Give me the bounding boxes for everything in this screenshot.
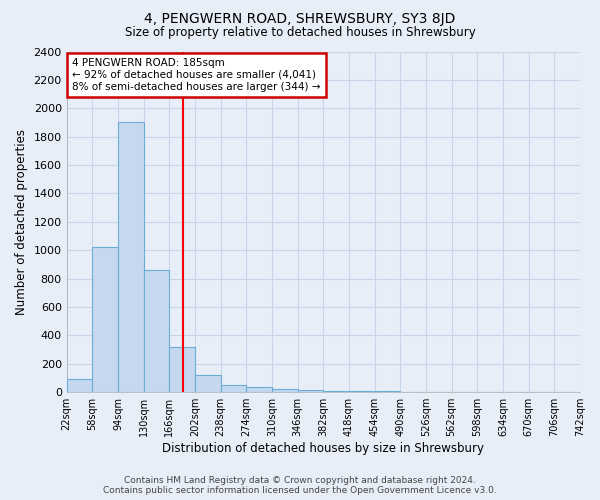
X-axis label: Distribution of detached houses by size in Shrewsbury: Distribution of detached houses by size … — [163, 442, 484, 455]
Text: Contains HM Land Registry data © Crown copyright and database right 2024.
Contai: Contains HM Land Registry data © Crown c… — [103, 476, 497, 495]
Bar — [92, 248, 118, 392]
Bar — [221, 385, 247, 392]
Bar — [323, 391, 349, 392]
Bar — [143, 270, 169, 392]
Text: Size of property relative to detached houses in Shrewsbury: Size of property relative to detached ho… — [125, 26, 475, 39]
Text: 4, PENGWERN ROAD, SHREWSBURY, SY3 8JD: 4, PENGWERN ROAD, SHREWSBURY, SY3 8JD — [145, 12, 455, 26]
Bar — [195, 375, 221, 392]
Bar — [118, 122, 143, 392]
Bar — [67, 380, 92, 392]
Bar — [349, 391, 374, 392]
Bar — [169, 347, 195, 392]
Bar — [272, 390, 298, 392]
Text: 4 PENGWERN ROAD: 185sqm
← 92% of detached houses are smaller (4,041)
8% of semi-: 4 PENGWERN ROAD: 185sqm ← 92% of detache… — [72, 58, 320, 92]
Bar — [298, 390, 323, 392]
Bar — [247, 386, 272, 392]
Y-axis label: Number of detached properties: Number of detached properties — [15, 129, 28, 315]
